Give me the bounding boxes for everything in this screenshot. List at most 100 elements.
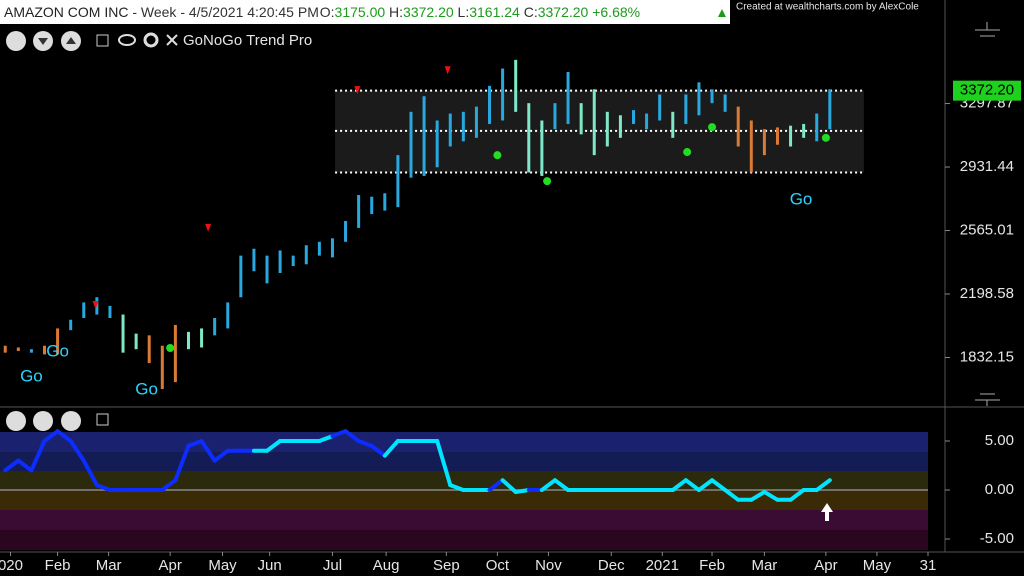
price-bar bbox=[239, 255, 243, 298]
button[interactable] bbox=[61, 411, 81, 431]
price-bar bbox=[645, 113, 649, 130]
x-tick-label: May bbox=[208, 557, 237, 574]
price-bar bbox=[422, 96, 426, 176]
price-bar bbox=[160, 345, 164, 390]
price-bar bbox=[605, 111, 609, 147]
signal-dot bbox=[683, 148, 692, 157]
change: +6.68% bbox=[592, 4, 640, 20]
oscillator-segment bbox=[330, 429, 348, 439]
x-tick-label: Aug bbox=[373, 557, 400, 574]
oscillator-segment bbox=[487, 478, 505, 492]
y-tick-label: 2565.01 bbox=[960, 221, 1014, 238]
oscillator-segment bbox=[552, 478, 571, 492]
oscillator-segment bbox=[356, 438, 374, 448]
oscillator-segment bbox=[186, 438, 204, 448]
last-price-label: 3372.20 bbox=[960, 82, 1014, 99]
oscillator-segment bbox=[199, 438, 217, 463]
oscillator-segment bbox=[16, 458, 34, 473]
y-tick-label: 0.00 bbox=[985, 481, 1014, 498]
price-bar bbox=[357, 195, 361, 228]
oscillator-segment bbox=[539, 478, 557, 492]
price-bar bbox=[291, 255, 295, 267]
scale-handle[interactable] bbox=[975, 22, 1000, 37]
price-bar bbox=[488, 85, 492, 124]
oscillator-segment bbox=[55, 429, 73, 443]
price-bar bbox=[265, 255, 269, 284]
signal-dot bbox=[821, 133, 830, 142]
icon[interactable] bbox=[166, 34, 178, 46]
cursor bbox=[821, 503, 833, 521]
annotation: Go bbox=[790, 190, 813, 209]
oscillator-segment bbox=[382, 438, 400, 458]
label: H: bbox=[389, 4, 403, 20]
icon bbox=[38, 38, 48, 45]
price-bar bbox=[762, 129, 766, 156]
oscillator-segment bbox=[68, 438, 86, 463]
icon[interactable] bbox=[96, 34, 109, 47]
oscillator-segment bbox=[435, 438, 453, 488]
zone-band bbox=[0, 471, 928, 490]
x-tick-label: 2021 bbox=[646, 557, 679, 574]
annotation: Go bbox=[46, 341, 69, 360]
price-bar bbox=[226, 302, 230, 329]
zone-band bbox=[0, 490, 928, 510]
oscillator-segment bbox=[173, 443, 191, 483]
price-bar bbox=[540, 120, 544, 176]
icon[interactable] bbox=[143, 32, 159, 48]
scale-handle[interactable] bbox=[975, 393, 1000, 406]
price-bar bbox=[618, 115, 622, 138]
toolbar[interactable] bbox=[6, 31, 178, 51]
price-bar bbox=[383, 193, 387, 211]
oscillator-segment bbox=[762, 489, 780, 502]
price-bar bbox=[736, 106, 740, 147]
icon[interactable] bbox=[96, 413, 109, 426]
price-bar bbox=[304, 245, 308, 265]
zone-band bbox=[0, 452, 928, 471]
price-bar bbox=[527, 103, 531, 173]
signal-dot bbox=[543, 177, 552, 186]
header: AMAZON COM INC - Week - 4/5/2021 4:20:45… bbox=[4, 4, 640, 20]
oscillator-segment bbox=[343, 429, 361, 443]
x-tick-label: Apr bbox=[814, 557, 837, 574]
price-bar bbox=[789, 125, 793, 147]
last-price-box bbox=[953, 80, 1021, 101]
value: 3372.20 bbox=[538, 4, 589, 20]
header-bar bbox=[0, 0, 730, 24]
price-bar bbox=[697, 82, 701, 116]
price-bar bbox=[658, 94, 662, 121]
price-bar bbox=[370, 196, 374, 215]
x-tick-label: May bbox=[863, 557, 892, 574]
price-bar bbox=[723, 94, 727, 112]
price-bar bbox=[252, 248, 256, 272]
price-bar bbox=[82, 302, 86, 319]
toolbar[interactable] bbox=[6, 411, 109, 431]
label: O: bbox=[320, 4, 335, 20]
price-bar bbox=[671, 111, 675, 138]
icon[interactable] bbox=[118, 34, 136, 46]
button[interactable] bbox=[6, 31, 26, 51]
price-bar bbox=[3, 345, 7, 353]
annotation: Go bbox=[20, 366, 43, 385]
price-bar bbox=[330, 238, 334, 258]
y-tick-label: 2931.44 bbox=[960, 158, 1014, 175]
x-tick-label: Oct bbox=[486, 557, 510, 574]
signal-dot bbox=[708, 123, 717, 132]
price-bar bbox=[566, 71, 570, 124]
y-tick-label: -5.00 bbox=[980, 530, 1014, 547]
price-bar bbox=[579, 103, 583, 135]
oscillator-segment bbox=[42, 429, 60, 443]
oscillator-segment bbox=[94, 483, 112, 492]
button[interactable] bbox=[33, 411, 53, 431]
oscillator-segment bbox=[814, 478, 832, 492]
value: 3372.20 bbox=[403, 4, 454, 20]
zone-band bbox=[0, 510, 928, 530]
price-bar bbox=[474, 106, 478, 138]
x-tick-label: Feb bbox=[45, 557, 71, 574]
price-bar bbox=[317, 241, 321, 256]
y-tick-label: 5.00 bbox=[985, 432, 1014, 449]
button[interactable] bbox=[6, 411, 26, 431]
value: 3175.00 bbox=[335, 4, 386, 20]
icon bbox=[66, 37, 76, 44]
price-bar bbox=[278, 250, 282, 273]
signal-triangle bbox=[444, 66, 451, 75]
